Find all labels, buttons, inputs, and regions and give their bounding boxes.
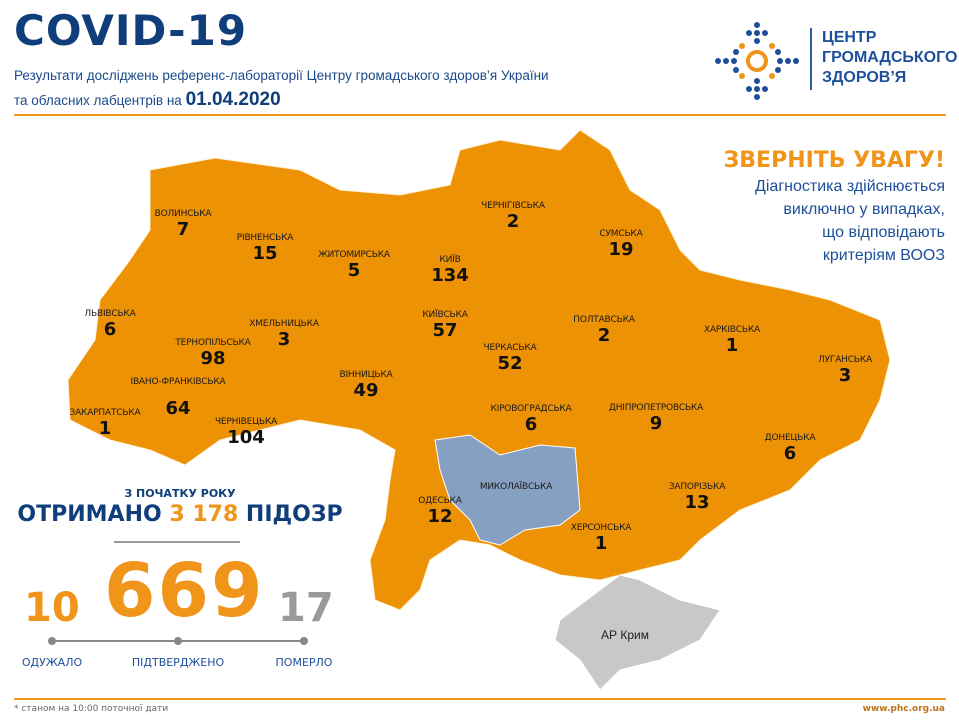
subtitle-line2: та обласних лабцентрів на 01.04.2020 [14,88,549,113]
deaths-label: ПОМЕРЛО [275,656,333,669]
timeline-dot [174,637,182,645]
subtitle: Результати досліджень референс-лаборатор… [14,64,549,113]
recovered-label: ОДУЖАЛО [21,656,83,669]
summary-divider [114,541,240,543]
page-title: COVID-19 [14,6,248,55]
received-prefix: ОТРИМАНО [17,502,162,527]
logo-line2: ГРОМАДСЬКОГО [822,49,958,66]
logo-divider [810,28,812,90]
stats-timeline [48,637,308,645]
subtitle-line1: Результати досліджень референс-лаборатор… [14,68,549,83]
timeline-dot [300,637,308,645]
website-link[interactable]: www.phc.org.ua [862,704,945,714]
since-label: З ПОЧАТКУ РОКУ [124,487,236,500]
header-divider [14,114,946,116]
recovered-count: 10 [24,585,80,631]
footer-divider [14,698,946,700]
phc-logo-icon [715,22,799,100]
notice-title: ЗВЕРНІТЬ УВАГУ! [723,148,945,173]
confirmed-count: 669 [104,548,265,634]
logo-line3: ЗДОРОВ’Я [822,69,907,86]
notice-line1: Діагностика здійснюється [755,178,945,195]
logo-text: ЦЕНТР ГРОМАДСЬКОГО ЗДОРОВ’Я [822,28,957,88]
received-suffix: ПІДОЗР [245,502,343,527]
crimea-shape [554,574,721,690]
notice-line3: що відповідають [822,224,945,241]
ukraine-map [67,129,891,690]
received-count: 3 178 [169,502,239,527]
notice-line4: критеріям ВООЗ [822,247,945,264]
notice-line2: виключно у випадках, [783,201,945,218]
logo-line1: ЦЕНТР [822,29,877,46]
notice-body: Діагностика здійснюється виключно у випа… [755,175,945,267]
mykolaiv-region-shape [434,434,581,546]
subtitle-line2-text: та обласних лабцентрів на [14,93,182,108]
timeline-dot [48,637,56,645]
report-date: 01.04.2020 [185,89,281,110]
confirmed-label: ПІДТВЕРДЖЕНО [131,656,225,669]
mainland-shape [67,129,891,611]
deaths-count: 17 [278,585,334,631]
footnote: * станом на 10:00 поточної дати [14,704,169,714]
received-suspicions: ОТРИМАНО 3 178 ПІДОЗР [0,502,360,527]
